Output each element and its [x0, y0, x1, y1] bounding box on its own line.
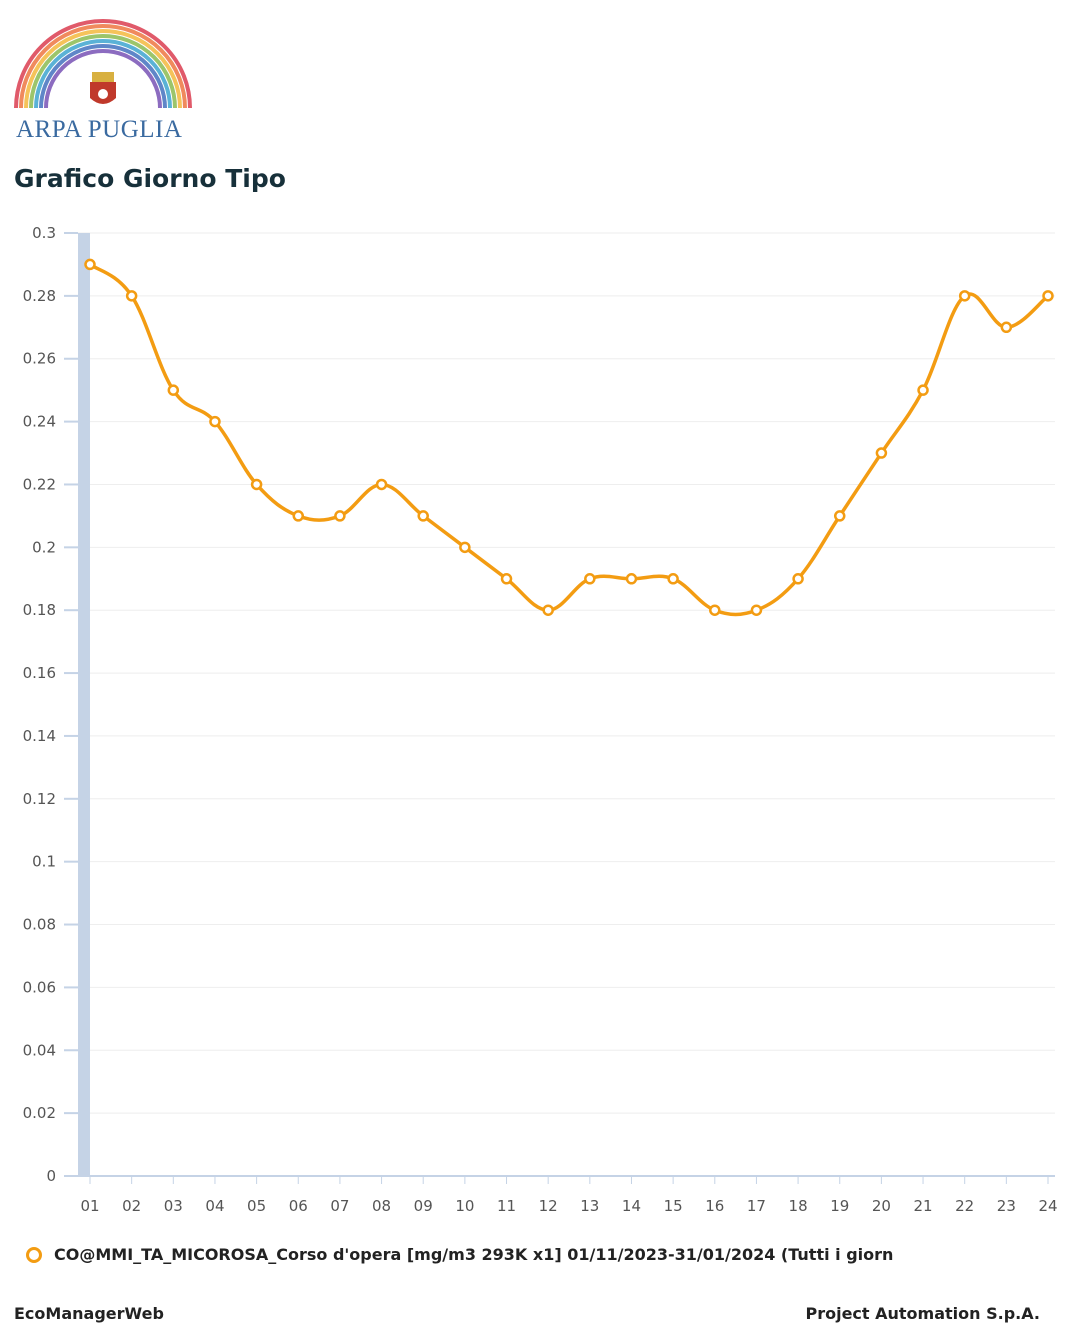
y-tick-label: 0.1: [32, 853, 56, 871]
data-point[interactable]: [334, 510, 346, 522]
rainbow-logo-icon: [14, 19, 192, 109]
x-tick-label: 14: [622, 1197, 641, 1215]
y-tick-label: 0.04: [23, 1041, 56, 1059]
data-point[interactable]: [500, 573, 513, 585]
data-point[interactable]: [833, 510, 846, 522]
data-point[interactable]: [750, 604, 763, 616]
series-layer: [84, 258, 1054, 617]
x-tick-label: 01: [80, 1197, 99, 1215]
x-tick-label: 19: [830, 1197, 849, 1215]
y-tick-label: 0: [46, 1167, 56, 1185]
footer-app-name: EcoManagerWeb: [14, 1304, 164, 1323]
data-point[interactable]: [709, 604, 721, 616]
x-tick-label: 05: [247, 1197, 266, 1215]
x-tick-label: 24: [1038, 1197, 1057, 1215]
x-tick-label: 21: [913, 1197, 932, 1215]
y-tick-label: 0.26: [23, 350, 56, 368]
x-tick-label: 10: [455, 1197, 474, 1215]
x-tick-label: 20: [872, 1197, 891, 1215]
data-point[interactable]: [375, 478, 388, 491]
data-point[interactable]: [917, 384, 929, 396]
y-tick-label: 0.12: [23, 790, 56, 808]
x-tick-label: 11: [497, 1197, 516, 1215]
y-tick-label: 0.2: [32, 538, 56, 556]
x-tick-label: 03: [164, 1197, 183, 1215]
y-tick-label: 0.02: [23, 1104, 56, 1122]
arpa-puglia-logo: [8, 10, 198, 150]
data-point[interactable]: [417, 510, 429, 522]
data-point[interactable]: [792, 573, 804, 585]
coat-of-arms-icon: [90, 72, 116, 104]
data-point[interactable]: [292, 510, 305, 522]
y-tick-label: 0.28: [23, 287, 56, 305]
data-point[interactable]: [1042, 290, 1054, 302]
axis-layer: 0.3 0.28 0.26 0.24 0.22 0.2 0.18 0.16 0.14 0.12 0.…: [23, 224, 1058, 1215]
legend-series-label: CO@MMI_TA_MICOROSA_Corso d'opera [mg/m3 …: [54, 1245, 894, 1264]
line-chart: 0.3 0.28 0.26 0.24 0.22 0.2 0.18 0.16 0.14 0.12 0.…: [23, 224, 1058, 1215]
logo-text: ARPA PUGLIA: [16, 116, 183, 143]
x-tick-label: 17: [747, 1197, 766, 1215]
x-tick-label: 12: [539, 1197, 558, 1215]
data-point[interactable]: [167, 384, 180, 396]
series-line: [88, 262, 1050, 617]
data-point[interactable]: [84, 258, 96, 271]
y-tick-label: 0.16: [23, 664, 56, 682]
x-tick-label: 16: [705, 1197, 724, 1215]
x-tick-label: 07: [330, 1197, 349, 1215]
x-tick-label: 02: [122, 1197, 141, 1215]
y-tick-label: 0.24: [23, 413, 56, 431]
x-tick-label: 09: [414, 1197, 433, 1215]
x-tick-label: 15: [664, 1197, 683, 1215]
data-point[interactable]: [1000, 321, 1013, 334]
footer-company: Project Automation S.p.A.: [805, 1304, 1040, 1323]
y-tick-label: 0.18: [23, 601, 56, 619]
data-point[interactable]: [459, 541, 471, 554]
data-point[interactable]: [584, 573, 596, 585]
y-tick-label: 0.14: [23, 727, 56, 745]
data-point[interactable]: [875, 447, 888, 459]
x-tick-label: 18: [789, 1197, 808, 1215]
y-tick-label: 0.08: [23, 916, 56, 934]
data-point[interactable]: [667, 573, 679, 585]
x-tick-label: 08: [372, 1197, 391, 1215]
x-tick-label: 06: [289, 1197, 308, 1215]
page-title: Grafico Giorno Tipo: [14, 164, 286, 193]
data-point[interactable]: [209, 415, 221, 428]
y-tick-label: 0.3: [32, 224, 56, 242]
data-point[interactable]: [542, 604, 554, 616]
grid-layer: [78, 232, 1055, 1177]
legend-marker-icon: [26, 1246, 42, 1263]
data-point[interactable]: [250, 478, 263, 491]
y-tick-label: 0.22: [23, 475, 56, 493]
x-tick-label: 22: [955, 1197, 974, 1215]
y-axis-band: [78, 233, 90, 1176]
data-point[interactable]: [958, 290, 971, 302]
y-tick-label: 0.06: [23, 978, 56, 996]
x-tick-label: 23: [997, 1197, 1016, 1215]
chart-legend[interactable]: CO@MMI_TA_MICOROSA_Corso d'opera [mg/m3 …: [26, 1244, 1066, 1270]
x-tick-label: 04: [205, 1197, 224, 1215]
data-point[interactable]: [625, 573, 638, 585]
data-point[interactable]: [125, 290, 138, 302]
x-tick-label: 13: [580, 1197, 599, 1215]
